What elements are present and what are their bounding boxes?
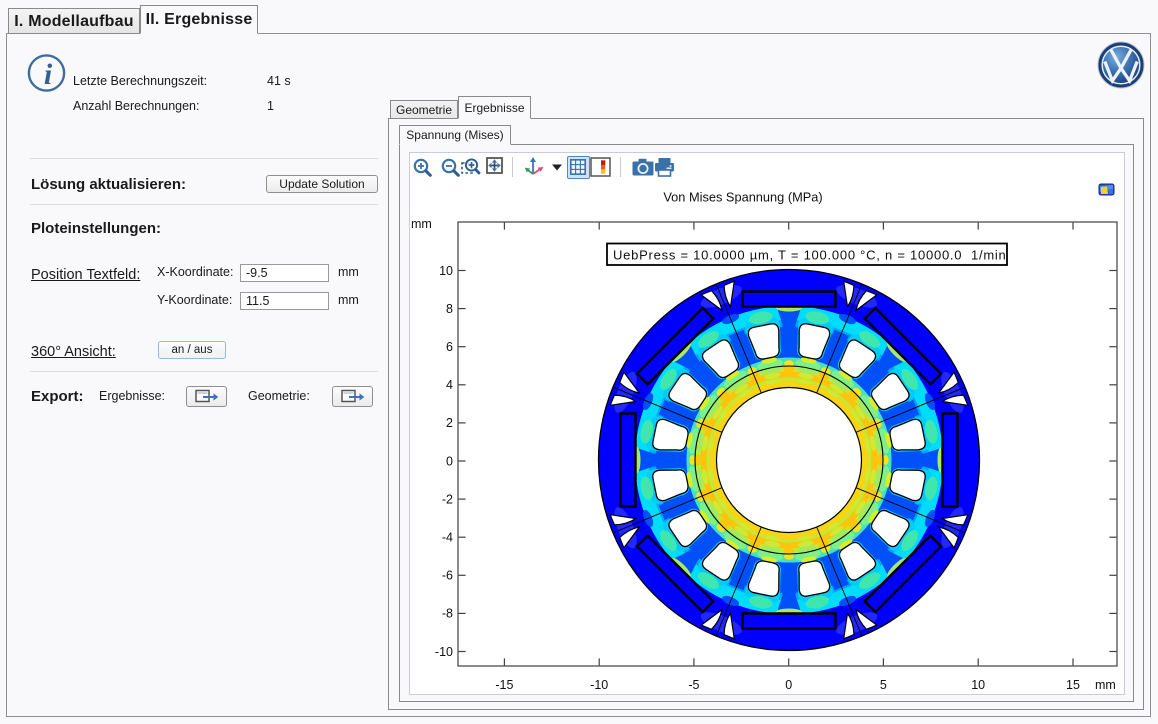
svg-text:8: 8 [446, 302, 453, 316]
svg-text:UebPress = 10.0000 µm, T = 100: UebPress = 10.0000 µm, T = 100.000 °C, n… [613, 248, 1007, 263]
svg-text:6: 6 [446, 340, 453, 354]
svg-text:15: 15 [1066, 678, 1080, 692]
svg-text:-15: -15 [495, 678, 513, 692]
svg-text:4: 4 [446, 378, 453, 392]
svg-text:10: 10 [971, 678, 985, 692]
svg-text:0: 0 [446, 454, 453, 468]
svg-text:-2: -2 [442, 492, 453, 506]
svg-text:0: 0 [785, 678, 792, 692]
svg-text:-10: -10 [435, 645, 453, 659]
svg-text:-8: -8 [442, 607, 453, 621]
svg-text:10: 10 [439, 264, 453, 278]
svg-text:-10: -10 [590, 678, 608, 692]
svg-text:i: i [44, 58, 53, 91]
svg-text:mm: mm [411, 217, 432, 231]
svg-text:mm: mm [1095, 678, 1116, 692]
svg-text:-6: -6 [442, 569, 453, 583]
svg-text:Von Mises Spannung (MPa): Von Mises Spannung (MPa) [663, 190, 822, 205]
svg-text:-5: -5 [688, 678, 699, 692]
svg-text:5: 5 [880, 678, 887, 692]
svg-text:-4: -4 [442, 531, 453, 545]
svg-text:2: 2 [446, 416, 453, 430]
